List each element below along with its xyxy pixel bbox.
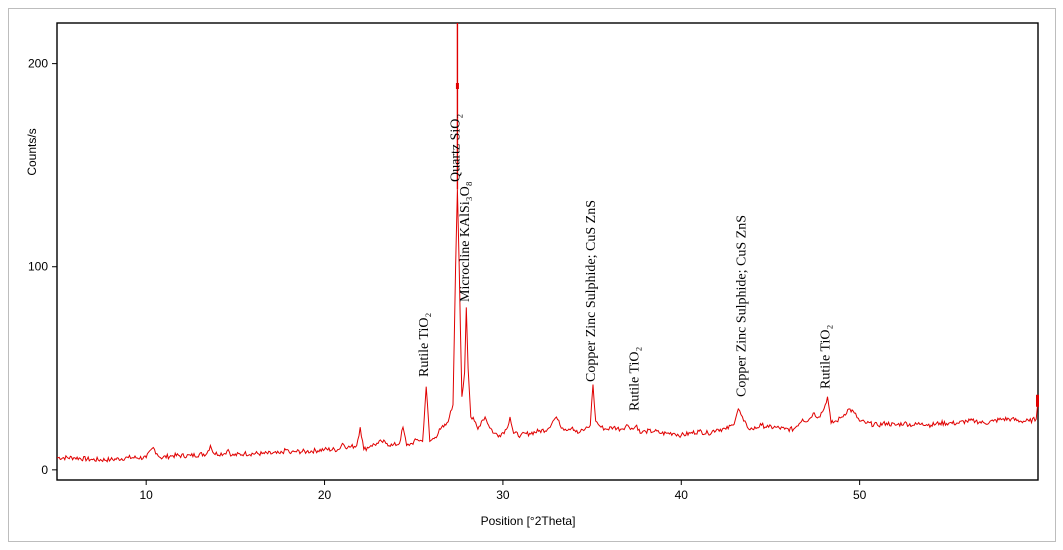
peak-annotation: Microcline KAlSi₃O₈ [458, 181, 473, 302]
diffraction-line [57, 189, 1039, 463]
tick-group: 10 20 30 40 50 0 100 200 [28, 57, 867, 502]
peak-annotation: Quartz SiO₂ [448, 114, 463, 182]
x-tick-label: 50 [853, 488, 867, 502]
x-tick-label: 30 [496, 488, 510, 502]
y-tick-label: 0 [41, 463, 48, 477]
series-layer [57, 23, 1039, 463]
peak-annotation: Rutile TiO₂ [819, 324, 834, 389]
chart-frame [8, 8, 1056, 542]
edge-overflow-mark [1036, 394, 1039, 407]
peak-overflow-mark [455, 82, 459, 89]
plot-area-border [56, 22, 1039, 481]
y-tick-label: 200 [28, 57, 48, 71]
y-axis-title: Counts/s [25, 128, 39, 175]
peak-annotation: Rutile TiO₂ [628, 346, 643, 411]
peak-annotation: Copper Zinc Sulphide; CuS ZnS [735, 215, 750, 397]
x-axis-title: Position [°2Theta] [481, 514, 576, 528]
peak-annotation: Rutile TiO₂ [417, 312, 432, 377]
x-tick-label: 40 [675, 488, 689, 502]
x-tick-label: 10 [140, 488, 154, 502]
y-tick-label: 100 [28, 260, 48, 274]
peak-annotation: Copper Zinc Sulphide; CuS ZnS [584, 200, 599, 382]
x-tick-label: 20 [318, 488, 332, 502]
